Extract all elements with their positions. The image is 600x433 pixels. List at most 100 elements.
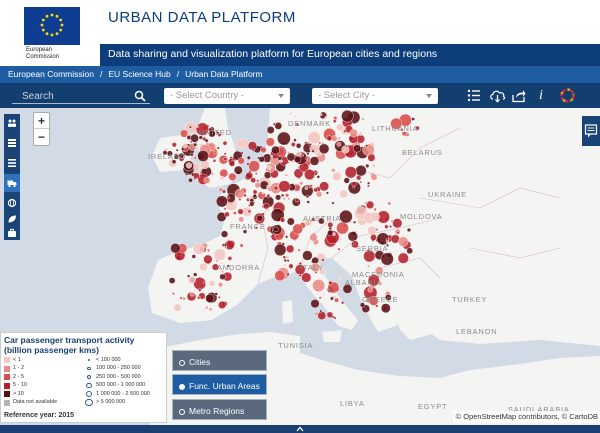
city-marker[interactable]	[232, 211, 237, 215]
city-marker[interactable]	[312, 279, 325, 293]
city-marker[interactable]	[168, 277, 176, 284]
city-marker[interactable]	[367, 274, 380, 287]
city-marker[interactable]	[179, 296, 183, 300]
city-marker[interactable]	[171, 292, 175, 296]
city-marker[interactable]	[189, 152, 194, 157]
building-icon[interactable]	[7, 138, 17, 148]
city-marker[interactable]	[286, 259, 290, 263]
city-marker[interactable]	[190, 133, 199, 143]
city-marker[interactable]	[219, 273, 226, 280]
city-marker[interactable]	[188, 177, 193, 183]
city-marker[interactable]	[242, 229, 248, 234]
city-marker[interactable]	[405, 132, 410, 137]
city-marker[interactable]	[370, 211, 380, 222]
city-marker[interactable]	[266, 208, 270, 212]
city-marker[interactable]	[277, 131, 291, 146]
city-marker[interactable]	[295, 143, 302, 149]
cloud-download-icon[interactable]	[489, 88, 506, 103]
city-marker[interactable]	[400, 128, 404, 132]
city-marker[interactable]	[266, 165, 272, 170]
city-marker[interactable]	[331, 201, 335, 205]
city-marker[interactable]	[351, 242, 355, 245]
map-attribution[interactable]: © OpenStreetMap contributors, © CartoDB	[452, 411, 600, 423]
city-marker[interactable]	[358, 131, 363, 136]
city-marker[interactable]	[398, 236, 409, 247]
city-marker[interactable]	[227, 256, 233, 261]
city-marker[interactable]	[316, 175, 320, 179]
city-marker[interactable]	[367, 153, 376, 162]
city-marker[interactable]	[258, 156, 265, 163]
city-marker[interactable]	[189, 291, 195, 297]
city-marker[interactable]	[247, 141, 257, 151]
city-marker[interactable]	[300, 153, 304, 157]
city-marker[interactable]	[327, 229, 334, 237]
city-marker[interactable]	[236, 139, 245, 149]
city-marker[interactable]	[366, 249, 371, 253]
city-marker[interactable]	[261, 191, 265, 195]
city-marker[interactable]	[365, 144, 369, 148]
city-marker[interactable]	[170, 243, 181, 254]
city-marker[interactable]	[222, 140, 228, 146]
city-marker[interactable]	[380, 303, 391, 314]
city-marker[interactable]	[364, 201, 368, 205]
city-marker[interactable]	[347, 231, 358, 242]
city-marker[interactable]	[212, 159, 217, 163]
city-marker[interactable]	[290, 142, 296, 147]
city-marker[interactable]	[306, 152, 310, 156]
city-marker[interactable]	[228, 172, 237, 181]
city-marker[interactable]	[273, 185, 279, 191]
city-marker[interactable]	[336, 221, 349, 235]
city-marker[interactable]	[336, 141, 342, 147]
city-marker[interactable]	[375, 266, 384, 276]
city-marker[interactable]	[372, 164, 376, 168]
city-marker[interactable]	[361, 117, 365, 121]
city-marker[interactable]	[359, 302, 366, 308]
city-marker[interactable]	[331, 135, 338, 142]
city-marker[interactable]	[304, 218, 313, 227]
city-marker[interactable]	[311, 149, 315, 153]
city-marker[interactable]	[174, 154, 180, 160]
city-marker[interactable]	[195, 122, 210, 136]
city-marker[interactable]	[238, 216, 245, 223]
city-marker[interactable]	[196, 295, 201, 300]
city-marker[interactable]	[366, 184, 370, 188]
city-marker[interactable]	[332, 119, 337, 123]
city-marker[interactable]	[350, 220, 353, 224]
city-marker[interactable]	[293, 138, 297, 142]
city-marker[interactable]	[326, 311, 334, 319]
city-marker[interactable]	[332, 171, 342, 182]
city-marker[interactable]	[274, 270, 286, 282]
city-marker[interactable]	[162, 150, 168, 156]
city-marker[interactable]	[266, 126, 275, 134]
city-marker[interactable]	[197, 150, 209, 162]
city-marker[interactable]	[344, 144, 349, 148]
truck-icon[interactable]	[7, 178, 17, 188]
city-marker[interactable]	[287, 197, 291, 201]
city-marker[interactable]	[337, 275, 342, 280]
city-marker[interactable]	[294, 114, 298, 118]
city-marker[interactable]	[219, 261, 223, 265]
city-marker[interactable]	[333, 116, 338, 121]
city-marker[interactable]	[331, 315, 335, 319]
city-marker[interactable]	[332, 232, 336, 236]
sdg-wheel-icon[interactable]	[560, 88, 575, 103]
city-marker[interactable]	[368, 296, 379, 306]
breadcrumb-urban-data-platform[interactable]: Urban Data Platform	[185, 69, 263, 79]
breadcrumb-european-commission[interactable]: European Commission	[8, 69, 94, 79]
city-marker[interactable]	[341, 109, 354, 123]
city-marker[interactable]	[339, 209, 353, 224]
city-marker[interactable]	[342, 284, 353, 294]
city-marker[interactable]	[223, 207, 227, 211]
city-marker[interactable]	[246, 155, 251, 160]
list-icon[interactable]	[467, 88, 481, 103]
city-marker[interactable]	[279, 159, 283, 163]
city-marker[interactable]	[220, 230, 229, 238]
city-marker[interactable]	[226, 196, 230, 200]
city-marker[interactable]	[343, 129, 347, 133]
city-marker[interactable]	[243, 193, 247, 198]
city-marker[interactable]	[319, 113, 323, 116]
city-marker[interactable]	[386, 243, 390, 247]
city-marker[interactable]	[274, 122, 283, 130]
city-marker[interactable]	[373, 207, 377, 212]
city-marker[interactable]	[204, 307, 208, 311]
